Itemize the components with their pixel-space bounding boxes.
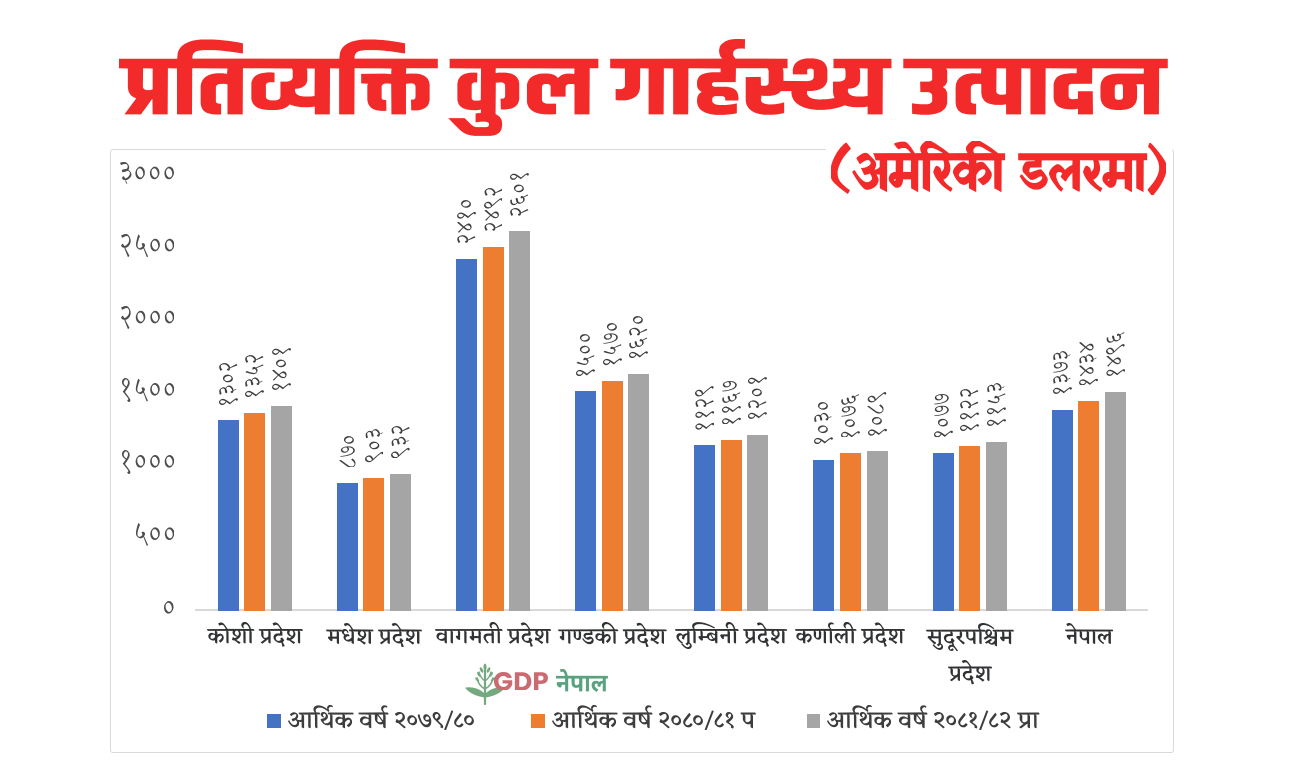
x-category-label: सुदूरपश्चिम bbox=[925, 622, 1014, 652]
x-category-label: मधेश प्रदेश bbox=[325, 622, 422, 648]
bar bbox=[509, 231, 531, 611]
bar-value-label: १३०२ bbox=[218, 362, 238, 405]
bar-value-label: ११२९ bbox=[695, 386, 715, 430]
bar bbox=[840, 452, 862, 611]
x-category-label: गण्डकी प्रदेश bbox=[557, 621, 667, 648]
legend-swatch bbox=[531, 714, 545, 728]
chart-subtitle-box: (अमेरिकी डलरमा) bbox=[826, 136, 1172, 200]
bar bbox=[363, 478, 385, 611]
bar bbox=[336, 482, 358, 611]
x-axis-line bbox=[195, 609, 1149, 611]
bar-value-label: ८७० bbox=[338, 435, 356, 468]
bar bbox=[601, 381, 623, 611]
bar-value-label: १३५२ bbox=[245, 355, 265, 398]
y-tick-label: १५०० bbox=[121, 378, 174, 403]
bar-value-label: १६२० bbox=[629, 316, 649, 359]
bar bbox=[217, 420, 239, 611]
bar-value-label: १५०० bbox=[576, 333, 596, 376]
legend-label: आर्थिक वर्ष २०८१/८२ प्रा bbox=[827, 705, 1040, 731]
bar bbox=[720, 439, 742, 611]
bar bbox=[1078, 400, 1100, 611]
bar-value-label: ११२२ bbox=[960, 388, 980, 431]
legend-swatch bbox=[267, 714, 281, 728]
y-tick-label: १००० bbox=[121, 450, 174, 475]
y-tick-label: २५०० bbox=[120, 233, 174, 257]
bar-value-label: ११६७ bbox=[721, 380, 741, 425]
x-category-label: कोशी प्रदेश bbox=[206, 622, 303, 648]
bar bbox=[985, 441, 1007, 611]
legend-label: आर्थिक वर्ष २०८०/८१ प bbox=[551, 705, 756, 731]
bar bbox=[575, 391, 597, 611]
legend-label: आर्थिक वर्ष २०७९/८० bbox=[287, 705, 474, 731]
bar bbox=[932, 452, 954, 611]
bar bbox=[628, 373, 650, 611]
bar-value-label: १२०१ bbox=[748, 377, 768, 420]
x-category-label: कर्णाली प्रदेश bbox=[795, 622, 906, 648]
bar bbox=[866, 451, 888, 611]
y-tick-label: ३००० bbox=[120, 161, 174, 185]
bar bbox=[482, 246, 504, 611]
bar-value-label: १०३० bbox=[814, 402, 834, 445]
bar-value-label: १४३४ bbox=[1079, 341, 1099, 386]
bar-value-label: ११५३ bbox=[986, 383, 1006, 427]
bar-value-label: १०७६ bbox=[841, 393, 860, 438]
bar-value-label: २६०१ bbox=[510, 172, 530, 216]
bar bbox=[959, 446, 981, 611]
legend-swatch bbox=[806, 714, 821, 728]
bar bbox=[244, 412, 266, 611]
chart-title: प्रतिव्यक्ति कुल गार्हस्थ्य उत्पादन bbox=[119, 39, 1168, 136]
bar-value-label: १४०१ bbox=[271, 348, 291, 391]
bar-value-label: १५७० bbox=[602, 323, 622, 366]
bar bbox=[1051, 409, 1073, 611]
x-category-label: वागमती प्रदेश bbox=[434, 622, 552, 648]
bar-value-label: २४९२ bbox=[483, 188, 503, 232]
x-category-label: लुम्बिनी प्रदेश bbox=[675, 622, 788, 650]
bar-value-label: २४१० bbox=[456, 200, 476, 244]
bar-value-label: ९३२ bbox=[391, 426, 410, 459]
bar-value-label: १४९६ bbox=[1105, 332, 1126, 377]
bar-value-label: १०८९ bbox=[867, 391, 888, 436]
bar bbox=[455, 258, 477, 611]
bar-value-label: १०७७ bbox=[933, 393, 953, 438]
bar bbox=[389, 473, 411, 611]
bar-value-label: १३७३ bbox=[1052, 351, 1072, 395]
bar bbox=[1104, 391, 1126, 611]
chart-subtitle: (अमेरिकी डलरमा) bbox=[831, 141, 1166, 195]
bar bbox=[694, 445, 716, 611]
x-category-label: प्रदेश bbox=[947, 660, 992, 685]
bar-value-label: ९०३ bbox=[364, 429, 384, 463]
y-tick-label: ५०० bbox=[135, 523, 174, 547]
bar bbox=[813, 459, 835, 611]
bar bbox=[747, 434, 769, 611]
y-tick-label: २००० bbox=[120, 306, 174, 330]
bar bbox=[270, 405, 292, 611]
y-tick-label: ० bbox=[164, 600, 174, 614]
x-category-label: नेपाल bbox=[1064, 622, 1114, 644]
